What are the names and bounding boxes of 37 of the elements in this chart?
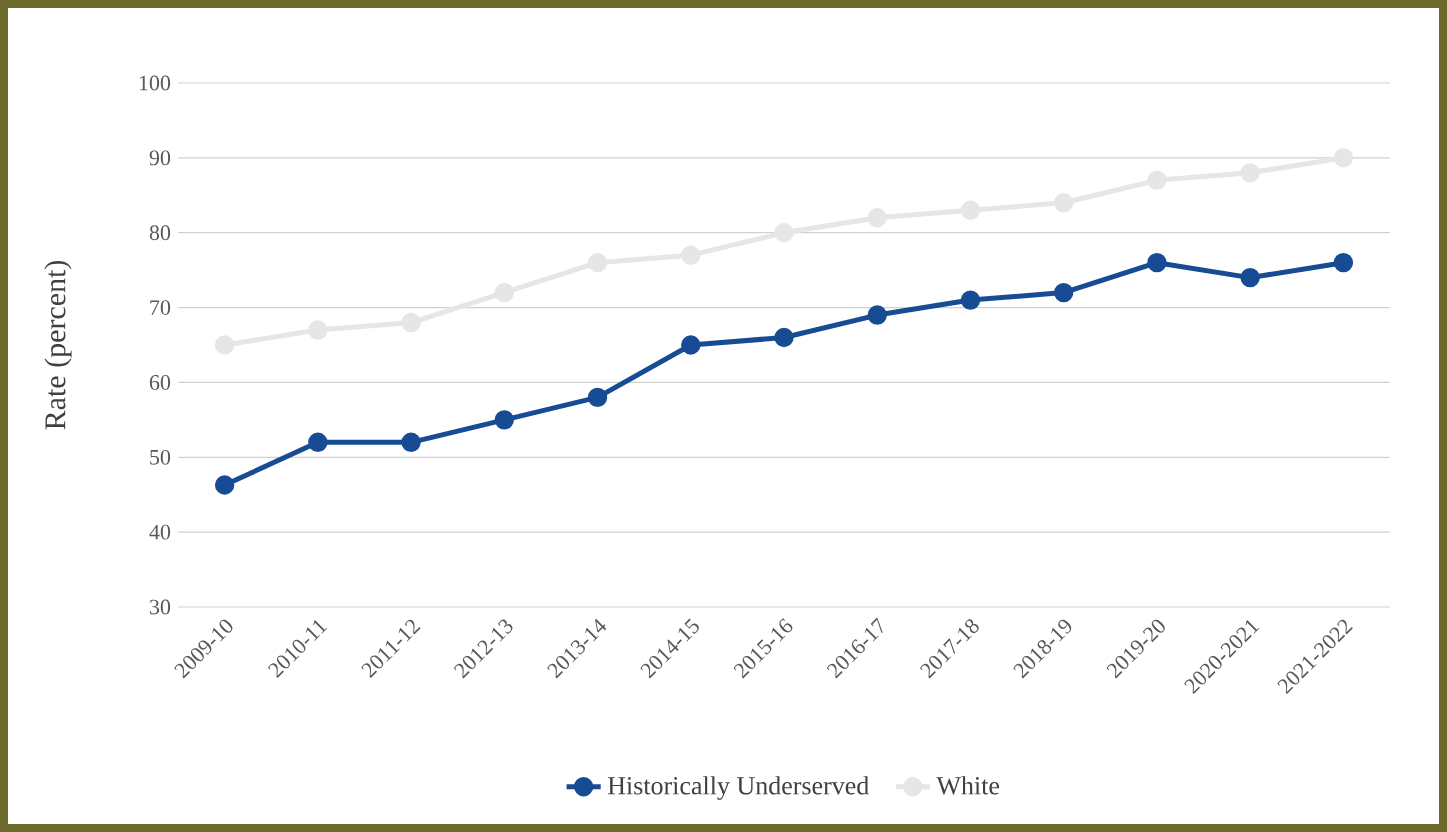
point xyxy=(401,432,421,453)
point xyxy=(1147,252,1167,273)
legend-label: Historically Underserved xyxy=(607,776,869,800)
point xyxy=(214,475,235,495)
y-tick-label: 40 xyxy=(149,524,171,540)
point xyxy=(960,290,981,310)
y-tick-label: 50 xyxy=(150,449,171,465)
point xyxy=(960,200,981,220)
point xyxy=(214,335,235,355)
point xyxy=(681,245,701,265)
point xyxy=(494,282,515,303)
point xyxy=(494,410,515,430)
point xyxy=(1240,267,1260,288)
point xyxy=(401,312,421,333)
y-tick-label: 30 xyxy=(150,599,171,615)
legend-label: White xyxy=(936,776,1000,795)
point xyxy=(587,387,608,408)
y-tick-label: 100 xyxy=(139,75,171,91)
point xyxy=(1333,252,1354,273)
y-tick-label: 80 xyxy=(149,225,171,241)
point xyxy=(587,252,608,273)
point xyxy=(867,305,887,325)
point xyxy=(308,432,328,453)
point xyxy=(1147,170,1167,191)
y-tick-label: 60 xyxy=(149,375,171,390)
point xyxy=(774,223,794,243)
point xyxy=(1333,148,1354,168)
y-axis-title: Rate (percent) xyxy=(44,260,72,430)
y-tick-label: 70 xyxy=(150,300,171,315)
point xyxy=(681,335,701,355)
point xyxy=(867,208,887,228)
point xyxy=(1054,282,1074,303)
point xyxy=(1240,163,1260,183)
point xyxy=(774,327,794,348)
point xyxy=(1054,193,1074,213)
point xyxy=(308,320,328,340)
y-tick-label: 90 xyxy=(149,150,171,166)
